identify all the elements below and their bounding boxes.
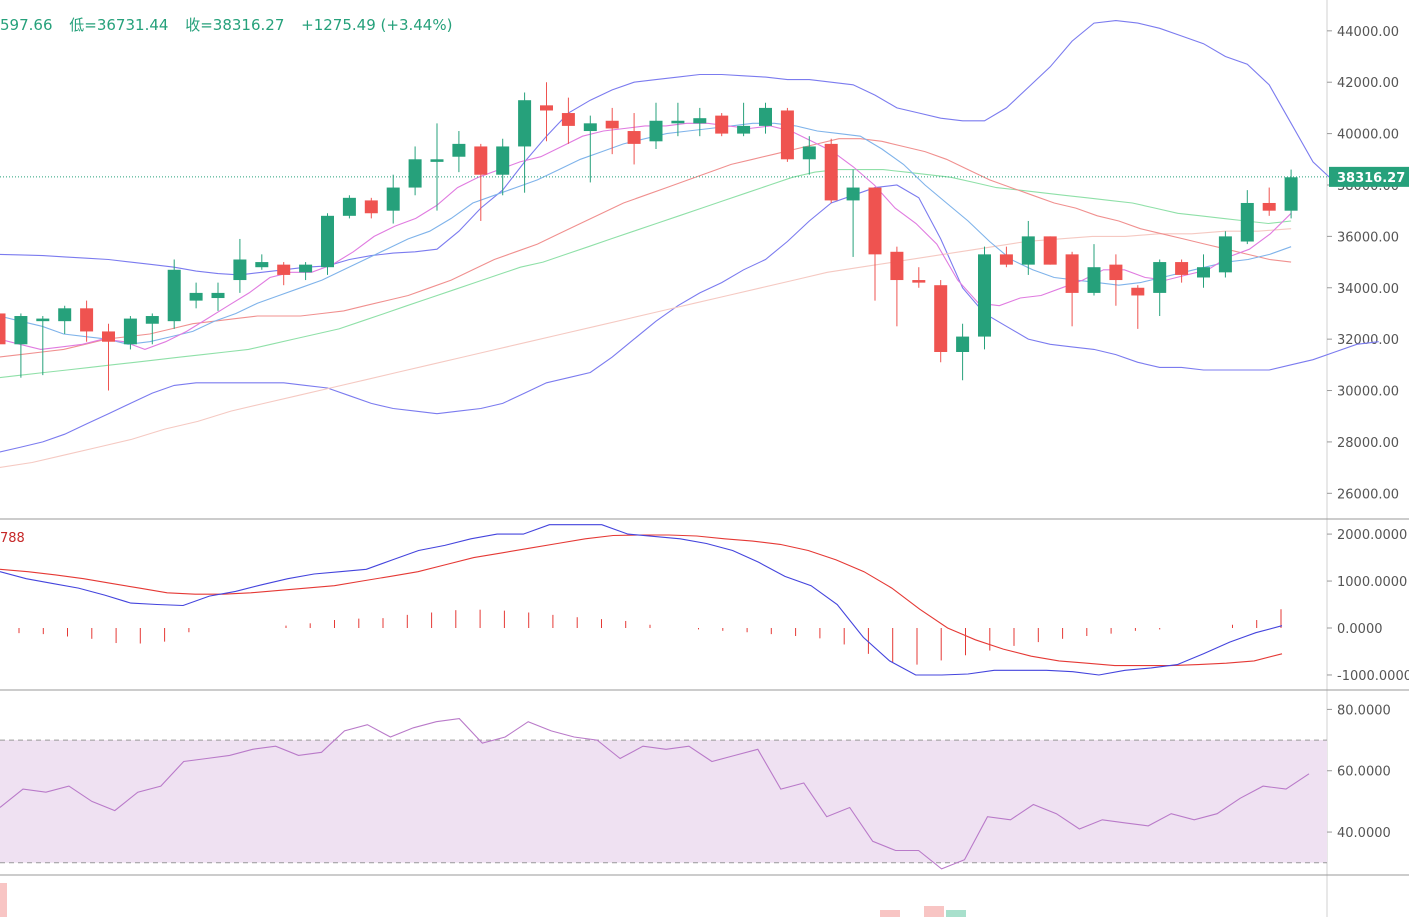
candle-down [1131, 287, 1145, 296]
candle-down [540, 105, 553, 111]
price-tick-label: 30000.00 [1337, 385, 1399, 400]
candle-up [737, 125, 751, 134]
candle-down [561, 113, 575, 126]
candle-up [255, 262, 269, 268]
close-value: 收=38316.27 [185, 16, 285, 34]
candle-up [321, 215, 334, 268]
candle-up [299, 264, 313, 273]
candle-up [671, 120, 685, 124]
candle-up [1284, 177, 1298, 211]
ma10-line [0, 122, 1292, 345]
volume-bar [924, 906, 944, 917]
candle-up [802, 146, 816, 160]
candle-up [408, 159, 422, 188]
macd-dea-line [0, 534, 1283, 667]
volume-bar [946, 910, 966, 917]
last-price-tag-label: 38316.27 [1337, 171, 1405, 186]
candle-up [583, 123, 597, 132]
bollinger-lower-line [0, 184, 1379, 453]
rsi-tick-label: 80.0000 [1337, 703, 1391, 718]
candle-down [715, 115, 729, 134]
candle-up [452, 143, 466, 157]
candle-down [1109, 264, 1123, 281]
candle-down [364, 200, 378, 214]
candle-down [0, 313, 6, 345]
volume-bar [880, 910, 900, 917]
candle-down [868, 187, 882, 255]
candle-up [1087, 267, 1101, 293]
candle-down [1262, 202, 1276, 211]
rsi-band [0, 740, 1327, 863]
candle-down [780, 110, 794, 160]
candle-up [189, 292, 203, 301]
candle-down [474, 146, 488, 175]
low-value: 低=36731.44 [69, 16, 169, 34]
ohlc-readout: 597.66 低=36731.44 收=38316.27 +1275.49 (+… [0, 14, 464, 35]
price-tick-label: 32000.00 [1337, 333, 1399, 348]
candle-up [36, 318, 50, 322]
price-tick-label: 28000.00 [1337, 436, 1399, 451]
price-tick-label: 42000.00 [1337, 76, 1399, 91]
candle-down [912, 280, 926, 283]
macd-dif-line [0, 524, 1283, 676]
candle-up [1218, 236, 1232, 273]
candle-up [1240, 202, 1254, 242]
last-price-tag [1329, 166, 1409, 187]
macd-tick-label: 1000.0000 [1337, 575, 1407, 590]
candle-up [167, 269, 181, 322]
price-tick-label: 36000.00 [1337, 230, 1399, 245]
change-value: +1275.49 (+3.44%) [301, 16, 453, 34]
price-tick-label: 44000.00 [1337, 25, 1399, 40]
candle-down [627, 131, 641, 144]
macd-indicator-label: 788 [0, 531, 25, 546]
candle-up [14, 316, 28, 345]
rsi-line [0, 718, 1310, 870]
price-tick-label: 40000.00 [1337, 128, 1399, 143]
candle-down [80, 308, 94, 332]
candle-down [605, 120, 619, 129]
volume-bar [0, 883, 7, 917]
candle-up [1197, 267, 1210, 278]
candle-up [518, 100, 532, 147]
rsi-tick-label: 40.0000 [1337, 826, 1391, 841]
candle-up [58, 308, 72, 322]
ma20-line [0, 138, 1292, 358]
candle-up [211, 292, 225, 299]
candle-up [123, 318, 137, 345]
candle-down [1043, 236, 1057, 265]
candle-up [430, 159, 444, 162]
candle-up [1153, 262, 1167, 293]
price-tick-label: 34000.00 [1337, 282, 1399, 297]
candle-up [978, 254, 991, 337]
candle-up [1021, 236, 1035, 265]
candle-up [759, 107, 772, 126]
candle-up [496, 146, 510, 175]
candle-down [999, 254, 1013, 265]
candle-up [956, 336, 970, 352]
candle-down [824, 143, 838, 201]
bollinger-upper-line [0, 20, 1357, 276]
candle-up [846, 187, 860, 201]
macd-tick-label: -1000.0000 [1337, 669, 1409, 684]
ma120-line [0, 228, 1292, 469]
candle-down [277, 264, 291, 275]
candle-down [1065, 254, 1079, 293]
candle-down [934, 285, 948, 352]
macd-tick-label: 0.0000 [1337, 622, 1383, 637]
candle-up [342, 197, 356, 216]
candle-up [693, 118, 707, 124]
open-fragment: 597.66 [0, 16, 53, 34]
candle-up [145, 316, 159, 324]
ma60-line [0, 169, 1292, 379]
price-tick-label: 26000.00 [1337, 487, 1399, 502]
candle-up [386, 187, 400, 211]
rsi-tick-label: 60.0000 [1337, 765, 1391, 780]
candle-up [649, 120, 663, 142]
candle-down [1175, 262, 1189, 275]
candle-up [233, 259, 247, 281]
candle-down [102, 331, 115, 342]
macd-tick-label: 2000.0000 [1337, 528, 1407, 543]
candle-down [890, 251, 904, 281]
